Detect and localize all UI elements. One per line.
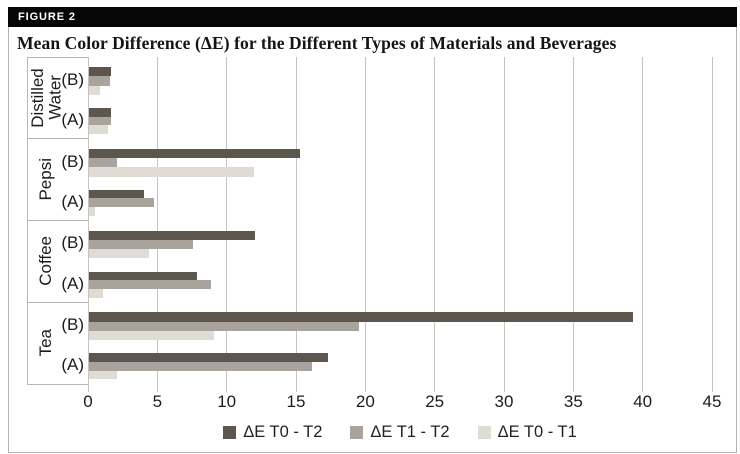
gridline [295, 57, 297, 392]
bar [89, 370, 117, 380]
bar [89, 230, 256, 240]
gridline [364, 57, 366, 392]
bar [89, 361, 313, 371]
group-divider [27, 383, 88, 385]
bar [89, 330, 214, 341]
bar [89, 85, 101, 95]
x-tick-label: 30 [494, 392, 514, 411]
group-divider [27, 220, 88, 221]
legend-item: ΔE T0 - T1 [477, 422, 577, 442]
bar [89, 158, 117, 168]
x-tick-label: 25 [425, 392, 445, 411]
gridline [87, 57, 89, 392]
subgroup-label: (B) [61, 151, 84, 171]
gridline [642, 57, 644, 392]
x-tick-label: 40 [633, 392, 653, 411]
bar [89, 148, 300, 159]
x-tick-label: 5 [152, 392, 163, 411]
subgroup-label: (A) [61, 355, 84, 375]
bar [89, 207, 95, 216]
legend-label: ΔE T1 - T2 [370, 422, 450, 441]
subgroup-label: (B) [61, 233, 84, 253]
x-tick-label: 0 [83, 392, 93, 411]
subgroup-label: (B) [61, 69, 84, 89]
bar [89, 189, 145, 199]
bar [89, 353, 328, 362]
subgroup-label: (A) [61, 110, 84, 130]
x-tick-label: 10 [217, 392, 237, 411]
legend-swatch-medium [350, 425, 364, 439]
figure-label: FIGURE 2 [18, 11, 76, 23]
bar [89, 116, 112, 126]
legend-item: ΔE T1 - T2 [350, 422, 450, 442]
bar [89, 271, 198, 281]
group-divider [27, 301, 88, 303]
x-tick-label: 15 [286, 392, 306, 411]
group-divider [27, 56, 88, 58]
bar [89, 312, 633, 322]
gridline [572, 57, 574, 392]
gridline [711, 57, 713, 392]
gridline [156, 57, 158, 392]
bar [89, 167, 254, 177]
bar-chart: 0 5 10 15 20 25 30 35 40 45 Distilled Water Pepsi Co… [9, 7, 736, 452]
figure-panel: FIGURE 2 Mean Color Difference (ΔE) for … [8, 7, 737, 453]
bar [89, 76, 110, 86]
figure-header-bar: FIGURE 2 [8, 7, 737, 27]
bar [89, 198, 155, 208]
bar [89, 108, 112, 117]
legend-item: ΔE T0 - T2 [223, 423, 322, 442]
bar [89, 288, 103, 298]
bar [89, 239, 193, 250]
legend-label: ΔE T0 - T1 [497, 422, 577, 441]
subgroup-label: (A) [61, 273, 84, 293]
subgroup-label: (A) [61, 191, 84, 211]
bar [89, 280, 212, 289]
bar [89, 249, 149, 259]
chart-title: Mean Color Difference (ΔE) for the Diffe… [17, 33, 617, 53]
legend-swatch-light [477, 425, 491, 439]
group-divider [27, 138, 88, 140]
subgroup-label: (B) [61, 315, 84, 335]
gridline [434, 57, 436, 392]
gridline [503, 57, 505, 392]
gridline [226, 57, 228, 392]
x-tick-label: 45 [702, 392, 722, 411]
bar [89, 125, 109, 135]
x-tick-label: 35 [563, 392, 583, 411]
x-tick-label: 20 [355, 392, 375, 411]
bar [89, 321, 360, 331]
chart-legend: ΔE T0 - T2 ΔE T1 - T2 ΔE T0 - T1 [88, 421, 712, 443]
bar [89, 67, 112, 77]
legend-swatch-dark [223, 425, 237, 439]
legend-label: ΔE T0 - T2 [243, 422, 323, 441]
